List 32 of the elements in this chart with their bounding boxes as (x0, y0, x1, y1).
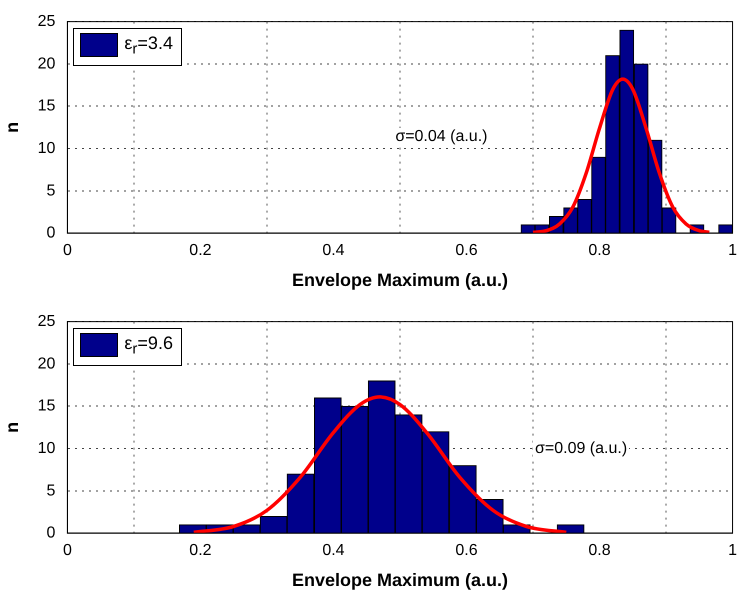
y-axis-title: n (2, 422, 22, 433)
y-tick-label: 20 (38, 355, 56, 372)
x-tick-label: 0.4 (322, 542, 345, 560)
y-tick-label: 15 (38, 398, 56, 415)
y-tick-label: 0 (46, 224, 56, 242)
y-axis-title: n (2, 122, 22, 133)
y-tick-label: 0 (46, 524, 56, 542)
x-tick-label: 0.6 (455, 542, 478, 560)
y-tick-label: 25 (38, 313, 56, 330)
x-tick-label: 0.6 (455, 242, 478, 260)
x-tick-label: 0 (62, 242, 72, 260)
x-tick-label: 0 (62, 542, 72, 560)
y-tick-label: 10 (38, 140, 56, 157)
x-axis-title: Envelope Maximum (a.u.) (292, 570, 508, 590)
y-tick-label: 5 (46, 482, 56, 500)
legend-label: ε$_{r}$=9.6 (124, 332, 173, 358)
x-tick-label: 1 (728, 542, 738, 560)
x-axis-title: Envelope Maximum (a.u.) (292, 270, 508, 290)
x-tick-label: 0.8 (588, 242, 611, 260)
y-tick-label: 20 (38, 55, 56, 72)
legend-label: ε$_{r}$=3.4 (124, 32, 173, 58)
x-tick-label: 0.2 (189, 542, 212, 560)
y-tick-label: 5 (46, 182, 56, 200)
x-tick-label: 0.8 (588, 542, 611, 560)
y-tick-label: 25 (38, 13, 56, 30)
annotation: σ=0.09 (a.u.) (533, 440, 630, 458)
x-tick-label: 1 (728, 242, 738, 260)
x-tick-label: 0.2 (189, 242, 212, 260)
y-tick-label: 10 (38, 440, 56, 457)
x-tick-label: 0.4 (322, 242, 345, 260)
annotation: σ=0.04 (a.u.) (393, 128, 490, 146)
y-tick-label: 15 (38, 98, 56, 115)
